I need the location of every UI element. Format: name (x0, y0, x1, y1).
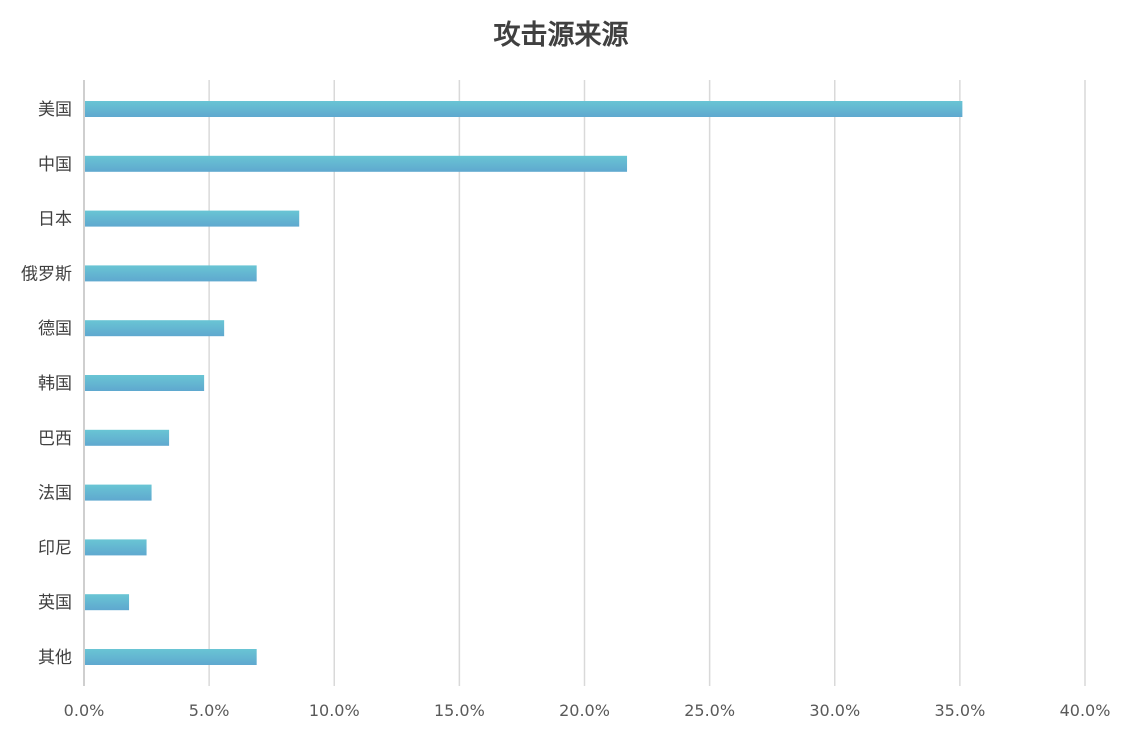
bars (85, 101, 963, 665)
bar (85, 594, 130, 611)
x-tick-label: 25.0% (684, 701, 735, 720)
x-tick-label: 20.0% (559, 701, 610, 720)
bar (85, 429, 170, 446)
category-label: 韩国 (38, 374, 72, 394)
x-tick-label: 35.0% (934, 701, 985, 720)
category-label: 俄罗斯 (21, 264, 72, 284)
grid-lines (83, 80, 1086, 686)
bar (85, 155, 628, 172)
category-label: 巴西 (38, 429, 72, 449)
x-tick-label: 15.0% (434, 701, 485, 720)
category-label: 美国 (38, 100, 72, 120)
category-label: 日本 (38, 210, 72, 230)
category-label: 中国 (38, 155, 72, 175)
x-tick-label: 10.0% (309, 701, 360, 720)
chart-title: 攻击源来源 (494, 20, 629, 51)
x-tick-label: 5.0% (189, 701, 230, 720)
category-label: 其他 (38, 648, 72, 668)
bar (85, 320, 225, 337)
x-tick-label: 0.0% (64, 701, 105, 720)
bar (85, 484, 152, 501)
bar (85, 101, 963, 117)
bar (85, 265, 257, 282)
category-label: 英国 (38, 593, 72, 613)
category-label: 印尼 (38, 538, 72, 558)
bar (85, 539, 147, 556)
category-label: 法国 (38, 484, 72, 504)
bar (85, 210, 300, 227)
x-tick-label: 30.0% (809, 701, 860, 720)
category-label: 德国 (38, 319, 72, 339)
x-tick-label: 40.0% (1060, 701, 1111, 720)
bar (85, 649, 257, 665)
x-tick-labels: 0.0% 5.0% 10.0% 15.0% 20.0% 25.0% 30.0% 35.0% 40… (64, 701, 1111, 720)
bar (85, 375, 205, 391)
